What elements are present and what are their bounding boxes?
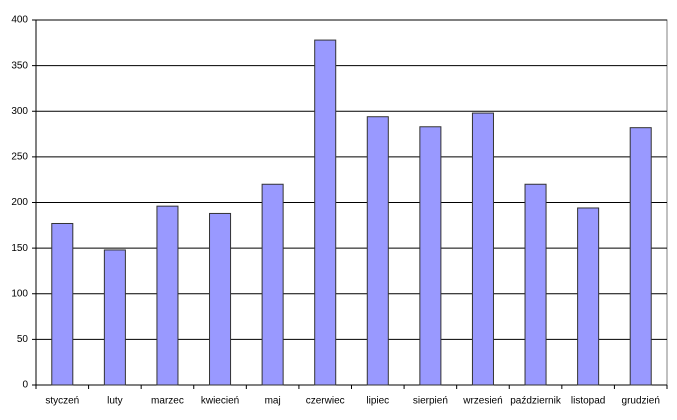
bar (261, 183, 284, 386)
x-tick-label: kwiecień (201, 396, 239, 407)
x-tick-label: luty (107, 396, 123, 407)
y-tick-label: 150 (11, 243, 28, 254)
bar (366, 116, 389, 386)
x-tick-label: grudzień (622, 396, 660, 407)
y-tick-label: 300 (11, 106, 28, 117)
bar (103, 249, 126, 386)
x-tick-label: lipiec (366, 396, 389, 407)
bar (577, 207, 600, 386)
x-tick-label: wrzesień (462, 396, 502, 407)
x-tick-label: czerwiec (306, 396, 345, 407)
bar (629, 127, 652, 386)
bar (419, 126, 442, 386)
y-tick-label: 50 (17, 334, 29, 345)
bar (314, 39, 337, 386)
bar (524, 183, 547, 386)
y-tick-label: 250 (11, 152, 28, 163)
bar (156, 205, 179, 386)
y-tick-label: 350 (11, 60, 28, 71)
y-tick-label: 400 (11, 15, 28, 26)
y-tick-label: 0 (22, 380, 28, 391)
x-tick-label: styczeń (45, 396, 79, 407)
x-tick-label: październik (510, 396, 562, 407)
x-tick-label: sierpień (413, 396, 448, 407)
x-tick-label: maj (265, 396, 281, 407)
bar (51, 222, 74, 386)
bar (209, 212, 232, 386)
x-tick-label: marzec (151, 396, 184, 407)
bar (471, 112, 494, 386)
x-tick-label: listopad (571, 396, 605, 407)
y-tick-label: 100 (11, 288, 28, 299)
y-tick-label: 200 (11, 197, 28, 208)
